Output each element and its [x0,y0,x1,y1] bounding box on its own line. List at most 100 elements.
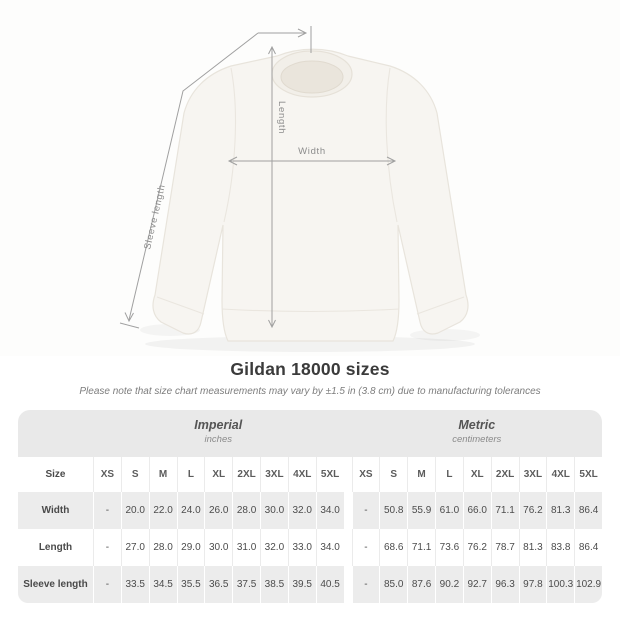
size-header-cell: XS [93,457,121,492]
product-figure: Length Width Sleeve length [119,26,480,352]
cuff-shadow [410,329,480,341]
value-cell: - [351,529,380,566]
size-header-cell: S [120,457,149,492]
value-cell: 28.0 [232,492,260,529]
value-cell: 32.0 [260,529,288,566]
value-cell: 29.0 [176,529,205,566]
value-cell: 68.6 [379,529,408,566]
tolerance-note: Please note that size chart measurements… [79,386,541,397]
value-cell: 32.0 [287,492,316,529]
value-cell: 86.4 [574,529,602,566]
size-header-cell: L [435,457,463,492]
value-cell: 86.4 [574,492,602,529]
page-title: Gildan 18000 sizes [230,359,390,379]
value-cell: - [351,492,380,529]
value-cell: 90.2 [435,566,463,603]
value-cell: 40.5 [315,566,344,603]
value-cell: 102.9 [574,566,602,603]
value-cell: 76.2 [518,492,547,529]
imperial-header: Imperial inches [93,410,344,457]
value-cell: 34.0 [315,492,344,529]
column-gap [343,492,352,529]
size-header-cell: 4XL [287,457,316,492]
value-cell: - [93,566,121,603]
value-cell: 31.0 [232,529,260,566]
value-cell: - [93,492,121,529]
imperial-header-subtitle: inches [204,434,232,445]
size-column-header: Size [18,457,93,492]
size-header-cell: 2XL [232,457,260,492]
value-cell: 27.0 [120,529,149,566]
size-grid: Size XS S M L XL 2XL 3XL 4XL 5XL XS S M L XL 2XL 3XL 4XL 5… [18,457,602,603]
value-cell: 33.0 [287,529,316,566]
value-cell: 92.7 [462,566,491,603]
value-cell: 50.8 [379,492,408,529]
length-measure-label: Length [276,101,287,134]
value-cell: 36.5 [204,566,233,603]
value-cell: 20.0 [120,492,149,529]
sweatshirt-body [152,48,469,342]
row-label: Sleeve length [18,566,93,603]
size-header-cell: 3XL [260,457,288,492]
size-header-cell: 4XL [546,457,575,492]
size-header-cell: 5XL [574,457,602,492]
length-measure-line [268,45,276,329]
value-cell: 78.7 [490,529,519,566]
metric-header-title: Metric [458,418,496,432]
value-cell: 81.3 [518,529,547,566]
metric-header: Metric centimeters [352,410,603,457]
value-cell: - [351,566,380,603]
value-cell: 35.5 [176,566,205,603]
value-cell: 37.5 [232,566,260,603]
width-measure-line [227,156,397,166]
size-header-cell: 5XL [315,457,344,492]
value-cell: 87.6 [407,566,435,603]
value-cell: 55.9 [407,492,435,529]
value-cell: 73.6 [435,529,463,566]
value-cell: 71.1 [490,492,519,529]
width-measure-label: Width [298,146,326,157]
row-label: Length [18,529,93,566]
metric-header-subtitle: centimeters [452,434,502,445]
size-header-cell: S [379,457,408,492]
value-cell: 28.0 [148,529,177,566]
column-gap [343,566,352,603]
sweatshirt-diagram: Length Width Sleeve length [119,26,480,352]
value-cell: 96.3 [490,566,519,603]
size-header-cell: L [176,457,205,492]
value-cell: 71.1 [407,529,435,566]
value-cell: 100.3 [546,566,575,603]
value-cell: 34.5 [148,566,177,603]
value-cell: 33.5 [120,566,149,603]
size-header-cell: XL [462,457,491,492]
size-header-cell: XS [351,457,380,492]
size-header-cell: M [407,457,435,492]
value-cell: 61.0 [435,492,463,529]
value-cell: 34.0 [315,529,344,566]
column-gap [343,457,352,492]
sleeve-measure-line [119,26,312,329]
column-gap [343,529,352,566]
value-cell: 30.0 [204,529,233,566]
value-cell: 76.2 [462,529,491,566]
value-cell: 85.0 [379,566,408,603]
value-cell: 22.0 [148,492,177,529]
collar-opening [280,60,344,94]
size-header-cell: 2XL [490,457,519,492]
value-cell: 30.0 [260,492,288,529]
value-cell: 83.8 [546,529,575,566]
size-header-cell: 3XL [518,457,547,492]
garment-seams [156,67,465,315]
value-cell: 66.0 [462,492,491,529]
value-cell: 24.0 [176,492,205,529]
value-cell: 39.5 [287,566,316,603]
value-cell: 38.5 [260,566,288,603]
imperial-header-title: Imperial [194,418,243,432]
value-cell: - [93,529,121,566]
size-table: Imperial inches Metric centimeters Size X… [18,410,602,603]
row-label: Width [18,492,93,529]
size-header-cell: M [148,457,177,492]
value-cell: 81.3 [546,492,575,529]
size-header-cell: XL [204,457,233,492]
